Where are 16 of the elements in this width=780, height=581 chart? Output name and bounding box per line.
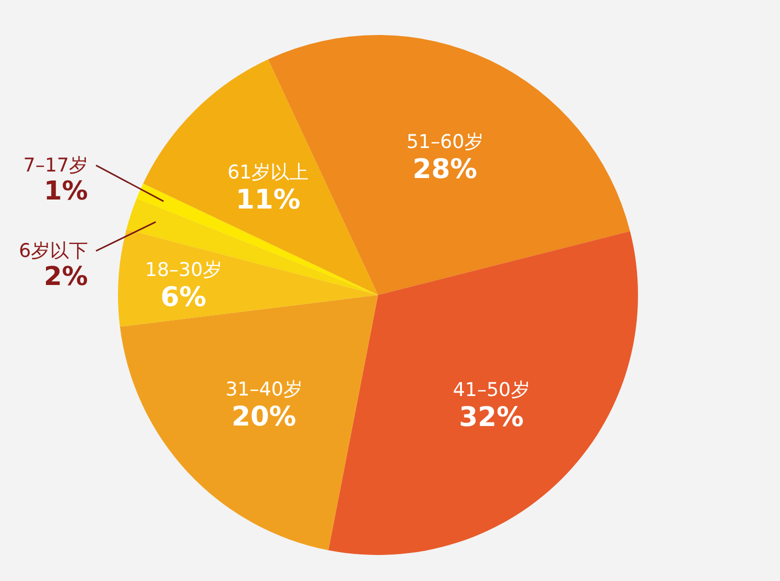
data-label: 28% <box>412 154 478 186</box>
data-label: 6% <box>160 282 206 314</box>
slice-label: 7–17岁 <box>23 154 88 176</box>
data-label: 2% <box>44 262 88 292</box>
data-label: 1% <box>44 176 88 206</box>
slice-label: 18–30岁 <box>145 259 222 282</box>
data-label: 32% <box>459 402 524 434</box>
slice-label: 41–50岁 <box>452 379 530 402</box>
slice-label: 51–60岁 <box>406 131 484 154</box>
slice-label: 31–40岁 <box>225 378 302 400</box>
pie-slice <box>328 231 638 555</box>
data-label: 11% <box>236 184 300 216</box>
slice-label: 6岁以下 <box>18 240 88 262</box>
data-label: 20% <box>232 401 296 432</box>
slice-label: 61岁以上 <box>227 161 309 184</box>
pie-slice <box>118 229 378 327</box>
